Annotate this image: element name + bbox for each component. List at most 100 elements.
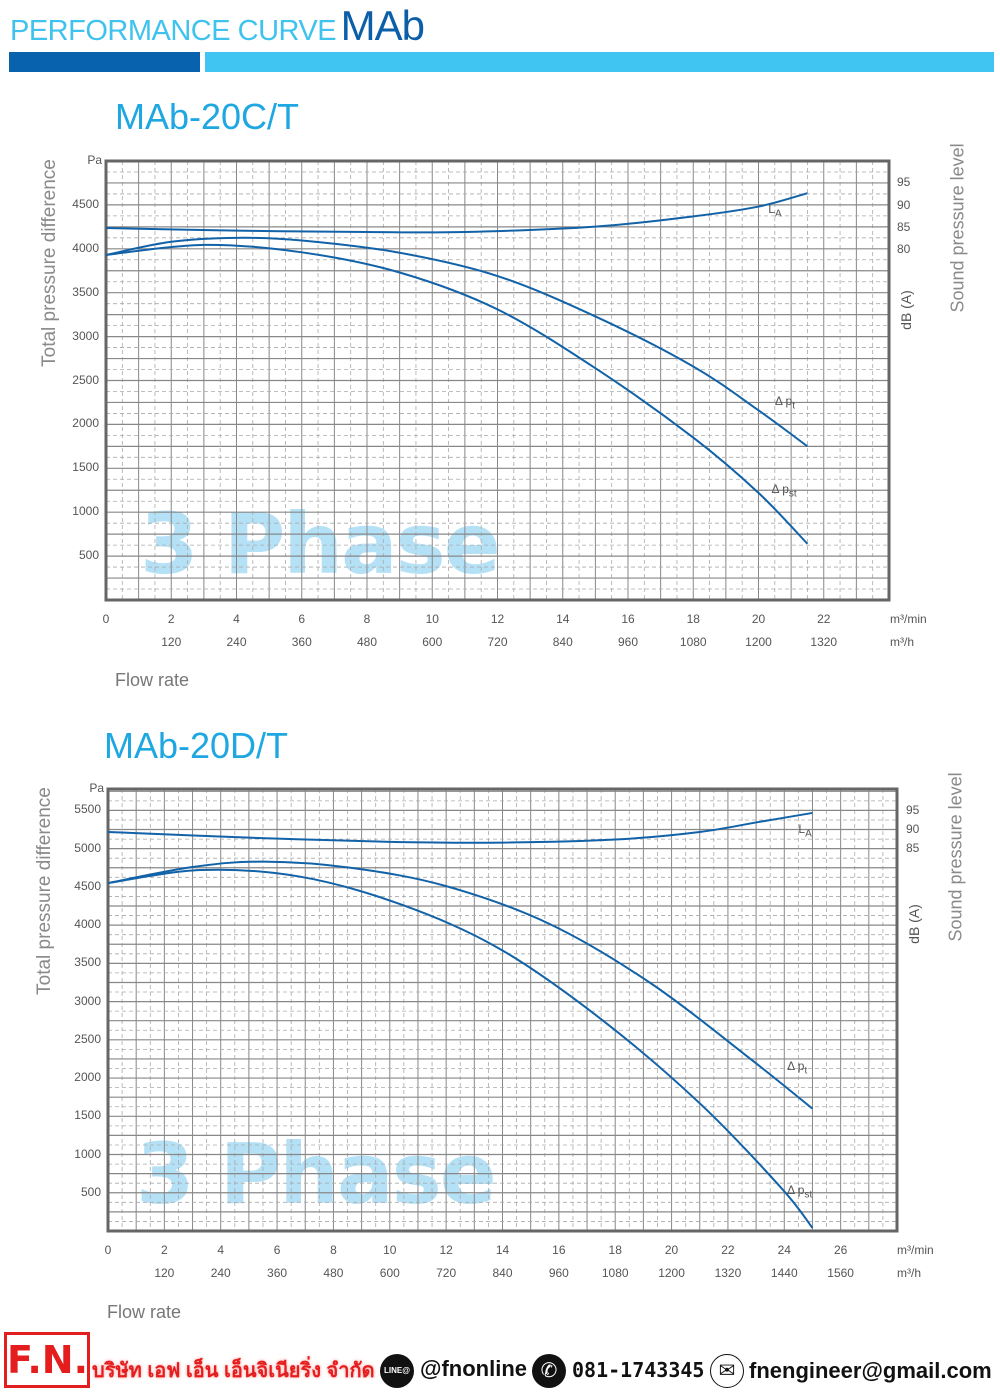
series-line-Δpt [107,860,814,1110]
series-label-Δpst: Δ pst [772,482,797,499]
y-tick-label: 2000 [72,416,99,431]
line-id[interactable]: @fnonline [420,1356,527,1381]
y-tick-label: 3500 [72,284,99,299]
x2-tick-label: 600 [379,1266,400,1280]
series-line-Δpt [105,236,809,448]
x-axis-label: Flow rate [107,1302,182,1322]
x2-tick-label: 120 [154,1266,175,1280]
series-label-Δpt: Δ pt [787,1059,807,1076]
y-tick-label: 1000 [74,1146,101,1161]
x2-tick-label: 1080 [679,635,707,649]
x-tick-label: 12 [439,1243,453,1257]
x2-tick-label: 1320 [714,1266,742,1280]
y-tick-label: 1500 [74,1108,101,1123]
y-tick-label: 3500 [74,955,101,970]
x2-unit-label: m³/h [897,1266,921,1280]
x2-tick-label: 1200 [658,1266,685,1280]
series-line-Δpst [105,243,809,545]
x-tick-label: 20 [751,612,766,626]
company-logo: F.N. [4,1332,90,1388]
series-label-text: L [798,822,806,837]
y-tick-label: 4000 [74,917,101,932]
x2-tick-label: 960 [548,1266,569,1280]
series-label-subscript: t [792,400,795,412]
x-tick-label: 8 [363,612,371,626]
x-tick-label: 4 [217,1243,225,1257]
y-tick-label: 3000 [74,993,101,1008]
x-axis-label: Flow rate [115,670,190,690]
chart-title: MAb-20C/T [115,96,300,137]
x-tick-label: 26 [833,1243,848,1257]
page-title-series: MAb [340,2,425,49]
y-tick-label: 2500 [72,372,99,387]
y-right-tick-label: 95 [897,175,911,190]
series-label-Δpt: Δ pt [775,394,795,411]
x-tick-label: 14 [495,1243,510,1257]
header-bar-dark [9,52,200,72]
x-tick-label: 6 [273,1243,281,1257]
y-right-tick-label: 90 [906,822,920,837]
x-unit-label: m³/min [897,1243,934,1257]
x-tick-label: 14 [556,612,570,626]
phone-number[interactable]: 081-1743345 [572,1358,705,1382]
series-label-Δpst: Δ pst [787,1183,812,1200]
watermark: 3 Phase [140,495,501,593]
x2-tick-label: 1200 [745,635,772,649]
y-tick-label: 4500 [72,196,99,211]
x2-tick-label: 960 [617,635,639,649]
header-bar-light [205,52,994,72]
series-label-text: Δ p [774,394,793,409]
series-label-LA: LA [798,822,811,839]
x2-tick-label: 1320 [810,635,838,649]
series-line-LA [107,811,813,844]
x2-unit-label: m³/h [890,635,914,649]
series-label-LA: LA [768,202,781,219]
plot-frame [106,787,899,1233]
y-right-tick-label: 90 [897,197,911,212]
page-title: PERFORMANCE CURVE MAb [10,2,425,50]
y-right-tick-label: 85 [897,219,911,234]
y-unit-label: Pa [87,153,102,167]
y-tick-label: 4000 [72,240,99,255]
x-tick-label: 24 [777,1243,791,1257]
y-tick-label: 5500 [74,802,101,817]
series-label-text: L [768,202,775,217]
x2-tick-label: 600 [422,635,443,649]
y-tick-label: 500 [78,548,99,563]
line-icon: LINE@ [380,1354,414,1388]
y-tick-label: 500 [80,1184,101,1199]
x-tick-label: 22 [817,612,831,626]
y-tick-label: 4500 [74,878,101,893]
x2-tick-label: 480 [356,635,378,649]
x-tick-label: 8 [330,1243,337,1257]
y-tick-label: 1000 [72,504,99,519]
series-label-subscript: A [774,208,782,220]
x2-tick-label: 120 [161,635,182,649]
grid [107,789,898,1232]
email-icon: ✉ [710,1354,744,1388]
y-unit-label: Pa [89,781,104,795]
x2-tick-label: 360 [267,1266,288,1280]
series-label-subscript: t [804,1064,808,1076]
company-name: บริษัท เอฟ เอ็น เอ็นจิเนียริ่ง จำกัด [92,1360,375,1382]
series-label-subscript: A [805,828,812,840]
grid [105,160,890,601]
x2-tick-label: 720 [487,635,508,649]
y-right-tick-label: 95 [906,803,920,818]
series-line-LA [105,192,808,234]
x-tick-label: 20 [664,1243,679,1257]
phone-icon: ✆ [532,1354,566,1388]
email-address[interactable]: fnengineer@gmail.com [749,1358,992,1383]
footer: F.N. บริษัท เอฟ เอ็น เอ็นจิเนียริ่ง จำกั… [4,1332,1000,1392]
x-tick-label: 4 [233,612,240,626]
series-line-Δpst [107,868,814,1229]
x-tick-label: 12 [490,612,505,626]
x2-tick-label: 1080 [601,1266,629,1280]
x2-tick-label: 240 [210,1266,231,1280]
series-label-text: Δ p [771,482,789,497]
y-right-tick-label: 85 [906,841,920,856]
y-tick-label: 3000 [72,328,99,343]
series-label-text: Δ p [787,1058,805,1073]
